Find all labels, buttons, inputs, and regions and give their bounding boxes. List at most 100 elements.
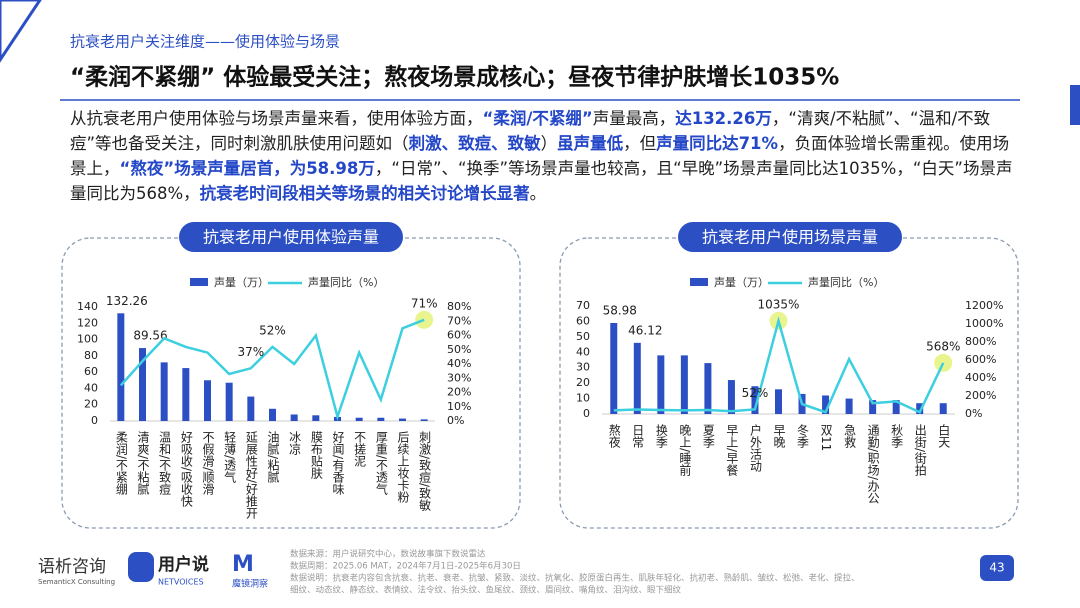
highlight-text: 虽声量低 bbox=[557, 134, 624, 153]
slide-title: “柔润不紧绷” 体验最受关注；熬夜场景成核心；昼夜节律护肤增长1035% bbox=[70, 64, 839, 91]
logo-icon bbox=[128, 552, 154, 582]
legend-label: 声量同比（%） bbox=[308, 275, 384, 289]
x-tick-label: 晚上/睡前 bbox=[678, 424, 692, 476]
x-tick-label: 夏季 bbox=[701, 424, 715, 449]
line bbox=[119, 318, 425, 422]
x-tick-label: 不假滑/顺滑 bbox=[201, 431, 215, 495]
bar bbox=[247, 396, 255, 421]
y-tick-label: 0 bbox=[583, 407, 590, 420]
y-tick-label: 70 bbox=[576, 299, 590, 312]
logo-text: 语析咨询 bbox=[38, 557, 106, 577]
bar bbox=[751, 386, 759, 414]
line-label: 52% bbox=[259, 323, 286, 337]
y-tick-label: 10 bbox=[576, 392, 590, 405]
highlight-text: “柔润/不紧绷” bbox=[482, 109, 593, 128]
x-tick-label: 厚重/不透气 bbox=[374, 431, 388, 495]
x-tick-label: 白天 bbox=[937, 423, 951, 448]
panel-border bbox=[559, 237, 1019, 529]
text: 声量最高， bbox=[592, 109, 676, 128]
text: ，但 bbox=[623, 134, 657, 153]
y-tick-label: 30 bbox=[576, 361, 590, 374]
y2-tick-label: 0% bbox=[965, 407, 982, 420]
legend-swatch bbox=[190, 278, 208, 286]
y2-tick-label: 80% bbox=[447, 300, 471, 313]
y2-tick-label: 200% bbox=[965, 389, 996, 402]
x-tick-label: 急救 bbox=[843, 423, 857, 448]
legend-label: 声量（万） bbox=[714, 275, 769, 289]
x-tick-label: 秋季 bbox=[890, 424, 904, 449]
y-tick-label: 0 bbox=[91, 414, 98, 427]
logo-sub: SemanticX Consulting bbox=[38, 578, 115, 586]
bar bbox=[657, 355, 665, 414]
x-tick-label: 通勤/职场/办公 bbox=[866, 424, 880, 505]
text: ，“清爽/不粘腻”、“温和/不致痘”等也备受关注，同时刺激肌肤使用问题如（ bbox=[70, 109, 991, 153]
y2-tick-label: 60% bbox=[447, 329, 471, 342]
logo-text: 魔镜洞察 bbox=[232, 578, 268, 590]
y2-tick-label: 50% bbox=[447, 343, 471, 356]
highlight-text: “熬夜”场景声量居首，为58.98万 bbox=[119, 159, 375, 178]
note: 数据来源：用户说研究中心，数说故事旗下数说雷达 bbox=[290, 549, 486, 560]
bar bbox=[377, 417, 385, 421]
y-tick-label: 40 bbox=[84, 381, 98, 394]
line-label: 1035% bbox=[758, 297, 800, 311]
bar bbox=[822, 395, 830, 414]
y-tick-label: 20 bbox=[576, 376, 590, 389]
x-tick-label: 冬季 bbox=[796, 423, 810, 449]
text: ） bbox=[540, 134, 558, 153]
bar bbox=[139, 348, 146, 421]
x-tick-label: 户外活动 bbox=[748, 423, 762, 472]
x-tick-label: 出街/街拍 bbox=[913, 424, 927, 477]
bar bbox=[845, 398, 853, 414]
bar-label: 132.26 bbox=[106, 294, 148, 308]
panel-title: 抗衰老用户使用场景声量 bbox=[702, 228, 878, 247]
line-label: 71% bbox=[411, 296, 438, 310]
y2-tick-label: 400% bbox=[965, 371, 996, 384]
x-tick-label: 油腻/粘腻 bbox=[266, 431, 280, 484]
line bbox=[613, 316, 945, 414]
bar bbox=[290, 414, 298, 421]
text: 。 bbox=[529, 184, 547, 203]
panel-border bbox=[61, 237, 521, 529]
bar-label: 46.12 bbox=[628, 323, 662, 337]
x-tick-label: 膜布贴肤 bbox=[309, 431, 323, 479]
bar bbox=[225, 382, 233, 421]
x-tick-label: 换季 bbox=[654, 424, 668, 449]
legend-label: 声量（万） bbox=[214, 275, 269, 289]
side-bar bbox=[1070, 85, 1080, 125]
y-tick-label: 40 bbox=[576, 345, 590, 358]
y2-tick-label: 1000% bbox=[965, 317, 1003, 330]
bar bbox=[182, 368, 190, 421]
y2-tick-label: 10% bbox=[447, 400, 471, 413]
line-label: 568% bbox=[926, 339, 960, 353]
x-tick-label: 刺激/致痘/致敏 bbox=[418, 431, 432, 512]
bar bbox=[399, 418, 406, 421]
bar bbox=[420, 419, 428, 421]
x-tick-label: 双11 bbox=[819, 424, 833, 452]
bar-label: 89.56 bbox=[133, 329, 167, 343]
y-tick-label: 80 bbox=[84, 349, 98, 362]
bar bbox=[610, 323, 618, 414]
logo-text: 用户说 bbox=[158, 554, 209, 575]
panel-title: 抗衰老用户使用体验声量 bbox=[203, 228, 379, 247]
note: 数据周期：2025.06 MAT，2024年7月1日-2025年6月30日 bbox=[290, 561, 521, 572]
x-tick-label: 延展性好/好推开 bbox=[244, 431, 258, 519]
y2-tick-label: 30% bbox=[447, 371, 471, 384]
x-tick-label: 早晚 bbox=[772, 424, 786, 449]
y2-tick-label: 0% bbox=[447, 414, 464, 427]
bar bbox=[355, 417, 363, 421]
bar bbox=[892, 400, 900, 414]
y-tick-label: 60 bbox=[84, 365, 98, 378]
text: ，“日常”、“换季”等场景声量也较高，且“早晚”场景声量同比达1035%，“白天… bbox=[70, 159, 1013, 203]
x-tick-label: 后续上妆卡粉 bbox=[396, 431, 410, 503]
y2-tick-label: 600% bbox=[965, 353, 996, 366]
highlight-text: 达132.26万 bbox=[675, 109, 772, 128]
bar bbox=[916, 403, 924, 414]
logo-mark: M bbox=[232, 552, 254, 577]
x-tick-label: 早上/早餐 bbox=[725, 424, 739, 476]
x-tick-label: 轻薄/透气 bbox=[223, 431, 237, 483]
text: 从抗衰老用户使用体验与场景声量来看，使用体验方面， bbox=[70, 109, 483, 128]
legend-label: 声量同比（%） bbox=[808, 275, 884, 289]
x-tick-label: 柔润/不紧绷 bbox=[114, 431, 128, 496]
